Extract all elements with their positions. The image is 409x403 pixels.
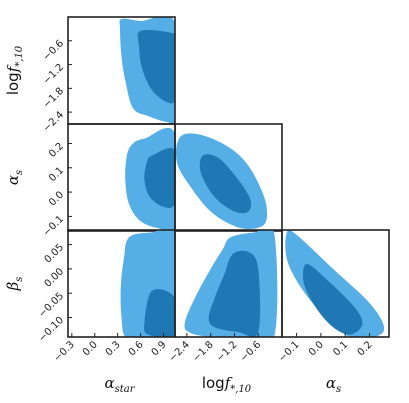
xtick-label-log_f_star_10: −2.4 [167,339,192,364]
ytick-label-beta_s: 0.05 [43,242,67,266]
panel-alphas-vs-logf [174,123,283,232]
xtick-label-alpha_star: −0.3 [52,339,77,364]
ytick-label-log_f_star_10: −1.8 [41,86,66,111]
xtick-label-alpha_star: 0.9 [150,339,169,358]
contour-68-logf-vs-alphastar [137,30,175,104]
contour-68-alphas-vs-logf [199,154,252,214]
xtick-label-log_f_star_10: −0.6 [238,339,263,364]
ylabel-alpha_s: αs [4,170,25,185]
panel-logf-vs-alphastar [67,16,176,125]
panel-betas-vs-alphastar [67,229,176,338]
ytick-label-log_f_star_10: −2.4 [41,109,66,134]
panel-frame-betas-vs-alphas [281,229,390,338]
panel-betas-vs-alphas [281,229,390,338]
xtick-label-log_f_star_10: −1.2 [215,339,240,364]
ytick-label-alpha_s: 0.1 [47,165,66,184]
ytick-label-beta_s: 0.00 [43,266,67,290]
panel-frame-alphas-vs-logf [174,123,283,232]
xlabel-alpha_s: αs [326,374,341,395]
xtick-label-alpha_star: 0.3 [104,339,123,358]
ytick-label-alpha_s: −0.1 [41,214,66,239]
xlabel-log_f_star_10: logf*,10 [202,374,252,395]
xlabel-alpha_star: αstar [104,374,135,395]
ytick-label-log_f_star_10: −0.6 [41,38,66,63]
xtick-label-alpha_s: 0.1 [331,339,350,358]
ytick-label-log_f_star_10: −1.2 [41,62,66,87]
ytick-label-alpha_s: 0.0 [47,189,66,208]
ylabel-log_f_star_10: logf*,10 [4,45,25,95]
contour-68-betas-vs-logf [208,250,261,337]
xtick-label-alpha_s: 0.0 [307,339,326,358]
contour-95-betas-vs-alphas [285,230,385,337]
ytick-label-beta_s: −0.10 [37,315,66,344]
xtick-label-alpha_star: 0.0 [81,339,100,358]
xtick-label-alpha_s: −0.1 [277,339,302,364]
xtick-label-alpha_star: 0.6 [127,339,146,358]
xtick-label-alpha_s: 0.2 [356,339,375,358]
contour-68-alphas-vs-alphastar [144,147,175,209]
ylabel-beta_s: βs [4,277,25,292]
panel-betas-vs-logf [174,229,283,338]
ytick-label-alpha_s: 0.2 [47,141,66,160]
contour-68-betas-vs-alphastar [144,289,175,337]
contour-68-betas-vs-alphas [303,263,363,335]
ytick-label-beta_s: −0.05 [37,291,66,320]
xtick-label-log_f_star_10: −1.8 [191,339,216,364]
panel-alphas-vs-alphastar [67,123,176,232]
